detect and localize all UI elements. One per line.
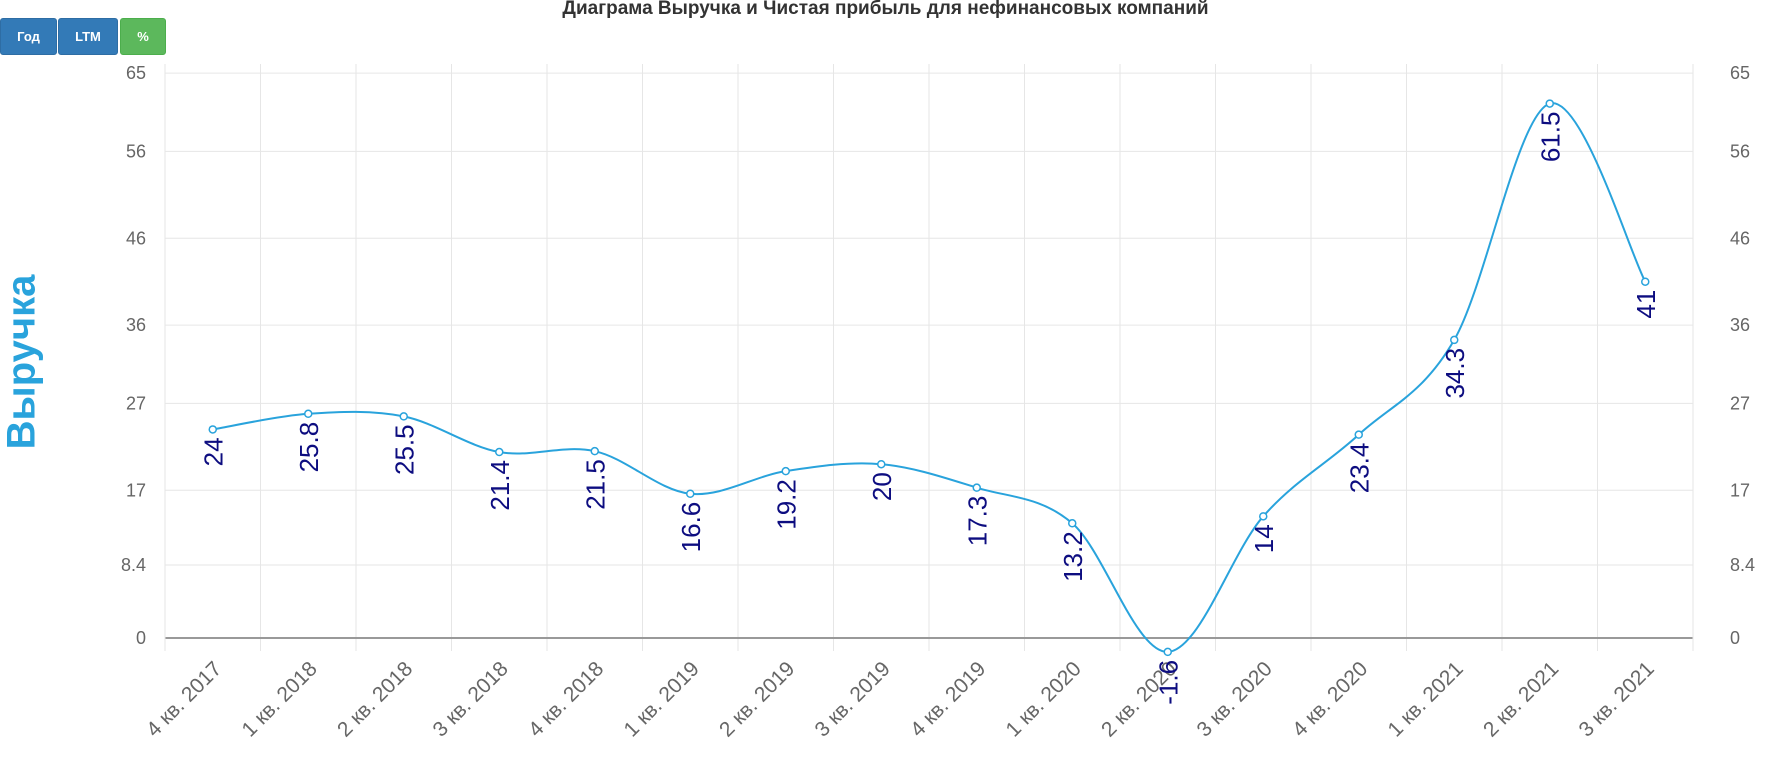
series-path <box>212 102 1647 653</box>
data-label: 13.2 <box>1058 531 1088 582</box>
percent-button[interactable]: % <box>120 18 166 55</box>
x-tick-label: 1 кв. 2020 <box>1001 657 1085 741</box>
y-axis-left: 0 8.4 17 27 36 46 56 65 <box>121 63 146 648</box>
data-label: 24 <box>199 437 229 466</box>
data-point <box>1354 430 1363 439</box>
data-label: 41 <box>1631 290 1661 319</box>
data-label: 17.3 <box>963 496 993 547</box>
data-point <box>304 409 313 419</box>
data-labels: 24 25.8 25.5 21.4 21.5 16.6 19.2 20 17.3 13.2 -1.6… <box>199 112 1662 705</box>
grid <box>164 64 1694 651</box>
x-tick-label: 4 кв. 2017 <box>142 657 226 741</box>
series-line <box>212 102 1647 653</box>
data-point <box>399 412 408 421</box>
data-point <box>972 483 981 492</box>
x-axis: 4 кв. 2017 1 кв. 2018 2 кв. 2018 3 кв. 2018… <box>142 657 1659 741</box>
x-tick-label: 3 кв. 2018 <box>428 657 512 741</box>
data-point <box>208 425 217 434</box>
data-point <box>590 446 599 456</box>
data-point <box>781 466 790 476</box>
y-axis-right: 0 8.4 17 27 36 46 56 65 <box>1730 63 1755 648</box>
data-point <box>1545 99 1554 108</box>
data-point <box>495 447 504 457</box>
data-label: 25.5 <box>390 424 420 475</box>
data-point <box>1450 335 1459 345</box>
y-tick-label-right: 56 <box>1730 141 1750 161</box>
y-tick-label-right: 27 <box>1730 393 1750 413</box>
series-markers <box>208 99 1650 657</box>
data-point <box>1068 519 1077 528</box>
data-point <box>1641 277 1650 286</box>
chart-title: Диаграма Выручка и Чистая прибыль для не… <box>562 0 1209 19</box>
data-label: 34.3 <box>1440 348 1470 399</box>
data-point <box>686 489 695 498</box>
y-tick-label-right: 65 <box>1730 63 1750 83</box>
x-tick-label: 1 кв. 2021 <box>1383 657 1467 741</box>
y-tick-label-right: 17 <box>1730 480 1750 500</box>
x-tick-label: 3 кв. 2019 <box>810 657 894 741</box>
data-label: 21.4 <box>485 460 515 511</box>
x-tick-label: 4 кв. 2019 <box>906 657 990 741</box>
y-tick-label-left: 36 <box>126 315 146 335</box>
y-tick-label-right: 0 <box>1730 628 1740 648</box>
data-label: 61.5 <box>1536 112 1566 163</box>
y-tick-label-right: 46 <box>1730 228 1750 248</box>
y-tick-label-left: 17 <box>126 480 146 500</box>
x-tick-label: 3 кв. 2021 <box>1574 657 1658 741</box>
data-point <box>1163 647 1172 657</box>
x-tick-label: 1 кв. 2018 <box>237 657 321 741</box>
y-tick-label-right: 36 <box>1730 315 1750 335</box>
y-tick-label-right: 8.4 <box>1730 555 1755 575</box>
year-button[interactable]: Год <box>0 18 57 55</box>
x-tick-label: 4 кв. 2018 <box>524 657 608 741</box>
data-point <box>1259 512 1268 521</box>
x-tick-label: 2 кв. 2018 <box>333 657 417 741</box>
data-label: -1.6 <box>1154 660 1184 705</box>
x-tick-label: 2 кв. 2019 <box>715 657 799 741</box>
data-label: 14 <box>1249 524 1279 553</box>
data-label: 19.2 <box>772 479 802 530</box>
y-tick-label-left: 65 <box>126 63 146 83</box>
x-tick-label: 4 кв. 2020 <box>1288 657 1372 741</box>
data-point <box>877 459 886 469</box>
y-tick-label-left: 56 <box>126 141 146 161</box>
y-tick-label-left: 0 <box>136 628 146 648</box>
y-tick-label-left: 46 <box>126 228 146 248</box>
x-tick-label: 2 кв. 2021 <box>1479 657 1563 741</box>
y-tick-label-left: 8.4 <box>121 555 146 575</box>
data-label: 20 <box>867 472 897 501</box>
x-tick-label: 1 кв. 2019 <box>619 657 703 741</box>
data-label: 21.5 <box>581 459 611 510</box>
y-tick-label-left: 27 <box>126 393 146 413</box>
ltm-button[interactable]: LTM <box>58 18 118 55</box>
data-label: 23.4 <box>1345 443 1375 494</box>
x-tick-label: 3 кв. 2020 <box>1192 657 1276 741</box>
data-label: 25.8 <box>294 422 324 473</box>
data-label: 16.6 <box>676 502 706 553</box>
